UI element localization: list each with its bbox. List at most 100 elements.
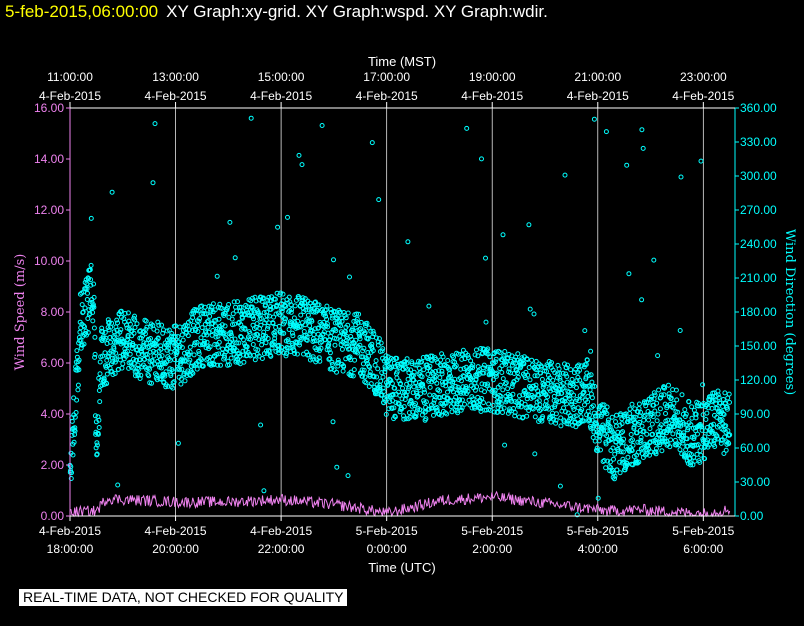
left-tick-label: 10.00 [34, 254, 64, 268]
wind-direction-point [311, 332, 317, 338]
wind-direction-point [305, 312, 311, 318]
wind-direction-point [280, 291, 286, 297]
wind-direction-point [115, 482, 121, 488]
wind-direction-point [261, 329, 267, 335]
wind-direction-point [300, 320, 305, 326]
wind-direction-point [210, 301, 216, 307]
wind-direction-point [76, 367, 82, 373]
wind-direction-point [635, 409, 641, 415]
wind-direction-point [553, 411, 559, 417]
wind-direction-point [532, 373, 538, 379]
wind-direction-point [658, 395, 664, 401]
wind-direction-point [75, 365, 81, 371]
wind-direction-point [372, 384, 378, 390]
wind-direction-point [724, 404, 730, 410]
wind-direction-point [174, 349, 180, 355]
right-tick-label: 270.00 [740, 203, 777, 217]
wind-direction-point [111, 335, 117, 341]
wind-direction-point [573, 385, 579, 391]
wind-direction-point [109, 189, 115, 195]
right-tick-label: 90.00 [740, 407, 770, 421]
wind-direction-point [453, 383, 459, 389]
wind-direction-point [505, 410, 511, 416]
wind-direction-point [84, 297, 90, 302]
wind-direction-point [165, 383, 171, 389]
wind-direction-point [93, 445, 99, 451]
wind-direction-point [317, 358, 323, 364]
wind-direction-point [652, 392, 658, 398]
wind-direction-point [658, 428, 664, 434]
wind-direction-point [653, 446, 659, 452]
wind-direction-point [443, 383, 449, 389]
wind-direction-point [413, 414, 419, 420]
wind-direction-point [527, 377, 533, 383]
wind-direction-point [187, 349, 193, 355]
bottom-tick-time: 2:00:00 [472, 542, 512, 556]
wind-direction-point [250, 342, 256, 347]
wind-direction-point [584, 370, 590, 376]
bottom-tick-time: 0:00:00 [367, 542, 407, 556]
wind-direction-point [585, 408, 591, 414]
wind-direction-point [374, 382, 380, 388]
wind-direction-point [581, 389, 587, 395]
wind-direction-point [81, 341, 87, 347]
wind-direction-point [612, 476, 617, 482]
wind-direction-point [242, 326, 248, 332]
wind-direction-point [422, 389, 428, 395]
wind-direction-point [639, 423, 645, 429]
wind-direction-point [621, 436, 627, 442]
wind-direction-point [695, 431, 700, 437]
wind-direction-point [190, 315, 196, 321]
wind-direction-point [679, 451, 685, 457]
wind-direction-point [492, 390, 498, 396]
wind-direction-point [371, 374, 377, 380]
wind-direction-point [692, 458, 698, 464]
wind-direction-point [303, 304, 309, 310]
wind-direction-point [448, 404, 454, 410]
wind-direction-point [323, 313, 329, 319]
wind-direction-point [271, 339, 277, 345]
wind-direction-point [216, 351, 222, 357]
wind-direction-point [307, 357, 313, 363]
wind-direction-point [535, 364, 541, 370]
wind-direction-point [689, 415, 695, 421]
wind-direction-point [109, 320, 115, 326]
wind-direction-point [312, 326, 318, 332]
wind-direction-point [187, 357, 193, 363]
wind-direction-point [566, 393, 572, 399]
top-tick-time: 15:00:00 [258, 70, 305, 84]
wind-direction-point [387, 377, 393, 383]
bottom-tick-time: 20:00:00 [152, 542, 199, 556]
wind-direction-point [658, 392, 664, 398]
wind-direction-point [657, 406, 663, 412]
wind-direction-point [388, 365, 394, 371]
wind-direction-point [706, 442, 712, 448]
wind-direction-point [588, 372, 594, 378]
wind-direction-point [368, 381, 374, 387]
wind-direction-point [560, 370, 566, 376]
right-tick-label: 150.00 [740, 339, 777, 353]
wind-direction-point [405, 376, 411, 382]
wind-direction-point [94, 442, 100, 448]
wind-direction-point [216, 339, 222, 345]
wind-direction-point [159, 322, 165, 328]
wind-direction-point [531, 311, 537, 317]
wind-direction-point [533, 382, 539, 388]
wind-direction-point [214, 352, 219, 357]
wind-direction-point [451, 354, 456, 360]
wind-direction-point [259, 342, 265, 348]
wind-direction-point [487, 407, 493, 413]
wind-direction-point [166, 327, 172, 333]
wind-direction-point [369, 140, 375, 146]
wind-direction-point [525, 372, 531, 378]
wind-direction-point [464, 125, 470, 131]
wind-direction-point [576, 398, 582, 404]
wind-direction-point [577, 367, 582, 373]
wind-direction-point [498, 393, 504, 399]
wind-direction-point [190, 322, 196, 328]
wind-direction-point [433, 368, 438, 374]
wind-direction-point [159, 353, 165, 359]
wind-direction-point [697, 459, 703, 465]
wind-direction-point [413, 401, 418, 407]
wind-direction-point [401, 416, 407, 422]
